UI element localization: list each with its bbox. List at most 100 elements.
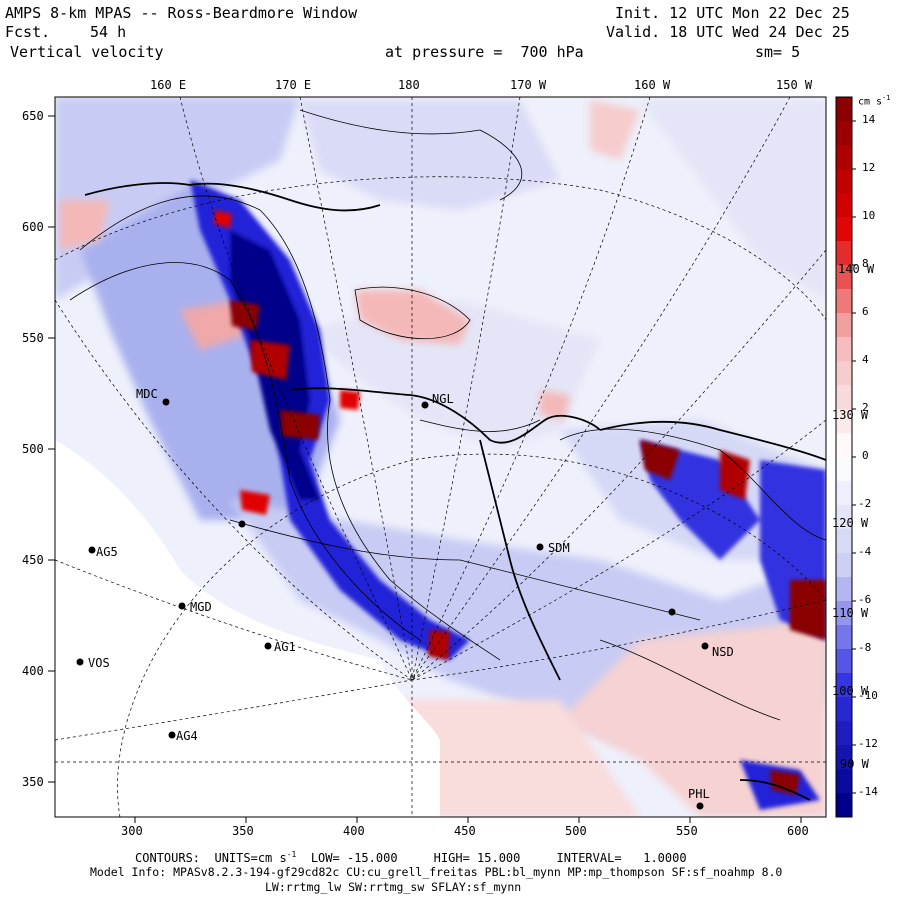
colorbar-label: 12 <box>862 161 876 174</box>
y-label: 550 <box>22 331 44 345</box>
colorbar-block <box>836 649 852 674</box>
colorbar-label: -4 <box>858 545 872 558</box>
colorbar-block <box>836 697 852 722</box>
coastline <box>84 182 826 801</box>
lon-label-170w: 170 W <box>510 78 547 92</box>
y-ticks <box>48 115 55 783</box>
inner-lon-label: 120 W <box>832 516 869 530</box>
colorbar-label: -14 <box>858 785 878 798</box>
footer-model-info: Model Info: MPASv8.2.3-194-gf29cd82c CU:… <box>90 865 783 879</box>
lon-label-160w: 160 W <box>634 78 671 92</box>
colorbar-block <box>836 169 852 194</box>
lon-label-160e: 160 E <box>150 78 187 92</box>
colorbar-block <box>836 289 852 314</box>
colorbar <box>836 97 856 818</box>
forecast-hour: 54 h <box>90 23 127 41</box>
colorbar-block <box>836 745 852 770</box>
x-label: 450 <box>454 824 476 838</box>
y-label: 400 <box>22 664 44 678</box>
colorbar-block <box>836 361 852 386</box>
colorbar-block <box>836 505 852 530</box>
colorbar-label: -12 <box>858 737 878 750</box>
colorbar-label: 2 <box>862 401 869 414</box>
inner-lon-label: 90 W <box>840 757 869 771</box>
colorbar-block <box>836 265 852 290</box>
contour-lines <box>69 109 826 721</box>
colorbar-label: -2 <box>858 497 872 510</box>
colorbar-label: 0 <box>862 449 869 462</box>
colorbar-block <box>836 529 852 554</box>
colorbar-label: -6 <box>858 593 872 606</box>
station-label: MGD <box>190 600 212 614</box>
lon-label-150w: 150 W <box>776 78 813 92</box>
colorbar-block <box>836 409 852 434</box>
forecast-label: Fcst. <box>5 23 51 41</box>
colorbar-block <box>836 553 852 578</box>
station-label: AG1 <box>274 640 296 654</box>
station-label: NGL <box>432 392 454 406</box>
inner-lon-label: 100 W <box>832 684 869 698</box>
station-label: SDM <box>548 541 570 555</box>
x-ticks <box>134 817 802 823</box>
no-data-region <box>55 440 440 817</box>
x-label: 500 <box>565 824 587 838</box>
pressure-level: at pressure = 700 hPa <box>385 43 584 61</box>
graticule <box>55 97 826 817</box>
colorbar-frame <box>835 96 853 818</box>
x-label: 600 <box>787 824 809 838</box>
map-title: AMPS 8-km MPAS -- Ross-Beardmore Window <box>5 4 358 22</box>
smoothing: sm= 5 <box>755 43 801 61</box>
x-label: 550 <box>676 824 698 838</box>
colorbar-label: 4 <box>862 353 869 366</box>
colorbar-block <box>836 385 852 410</box>
colorbar-block <box>836 121 852 146</box>
y-label: 450 <box>22 553 44 567</box>
footer-contours: CONTOURS: UNITS=cm s-1 LOW= -15.000 HIGH… <box>135 850 687 865</box>
colorbar-label: 6 <box>862 305 869 318</box>
colorbar-block <box>836 241 852 266</box>
colorbar-block <box>836 481 852 506</box>
colorbar-block <box>836 217 852 242</box>
colorbar-label: -8 <box>858 641 872 654</box>
field-name: Vertical velocity <box>10 43 164 61</box>
x-label: 300 <box>121 824 143 838</box>
lon-label-170e: 170 E <box>275 78 312 92</box>
plot-frame <box>54 96 827 818</box>
init-time: Init. 12 UTC Mon 22 Dec 25 <box>615 4 850 22</box>
y-label: 600 <box>22 220 44 234</box>
strong-downdraft-cells <box>214 210 826 795</box>
inner-lon-label: 110 W <box>832 606 869 620</box>
y-label: 500 <box>22 442 44 456</box>
station-label: AG4 <box>176 729 198 743</box>
valid-time: Valid. 18 UTC Wed 24 Dec 25 <box>606 23 850 41</box>
y-label: 650 <box>22 109 44 123</box>
colorbar-label: 10 <box>862 209 876 222</box>
colorbar-block <box>836 97 852 122</box>
colorbar-block <box>836 793 852 818</box>
colorbar-label: 14 <box>862 113 876 126</box>
colorbar-block <box>836 601 852 626</box>
colorbar-block <box>836 769 852 794</box>
colorbar-block <box>836 721 852 746</box>
colorbar-block <box>836 433 852 458</box>
colorbar-label: -10 <box>858 689 878 702</box>
station-label: VOS <box>88 656 110 670</box>
colorbar-block <box>836 193 852 218</box>
x-label: 350 <box>232 824 254 838</box>
colorbar-block <box>836 577 852 602</box>
colorbar-block <box>836 337 852 362</box>
station-label: NSD <box>712 645 734 659</box>
colorbar-block <box>836 625 852 650</box>
station-label: PHL <box>688 787 710 801</box>
station-label: MDC <box>136 387 158 401</box>
colorbar-block <box>836 313 852 338</box>
colorbar-block <box>836 145 852 170</box>
station-dots <box>76 398 709 810</box>
footer-model-info-2: LW:rrtmg_lw SW:rrtmg_sw SFLAY:sf_mynn <box>265 880 522 894</box>
lon-label-180: 180 <box>398 78 420 92</box>
colorbar-label: 8 <box>862 257 869 270</box>
inner-lon-label: 130 W <box>832 408 869 422</box>
inner-lon-label: 140 W <box>838 262 875 276</box>
x-label: 400 <box>343 824 365 838</box>
